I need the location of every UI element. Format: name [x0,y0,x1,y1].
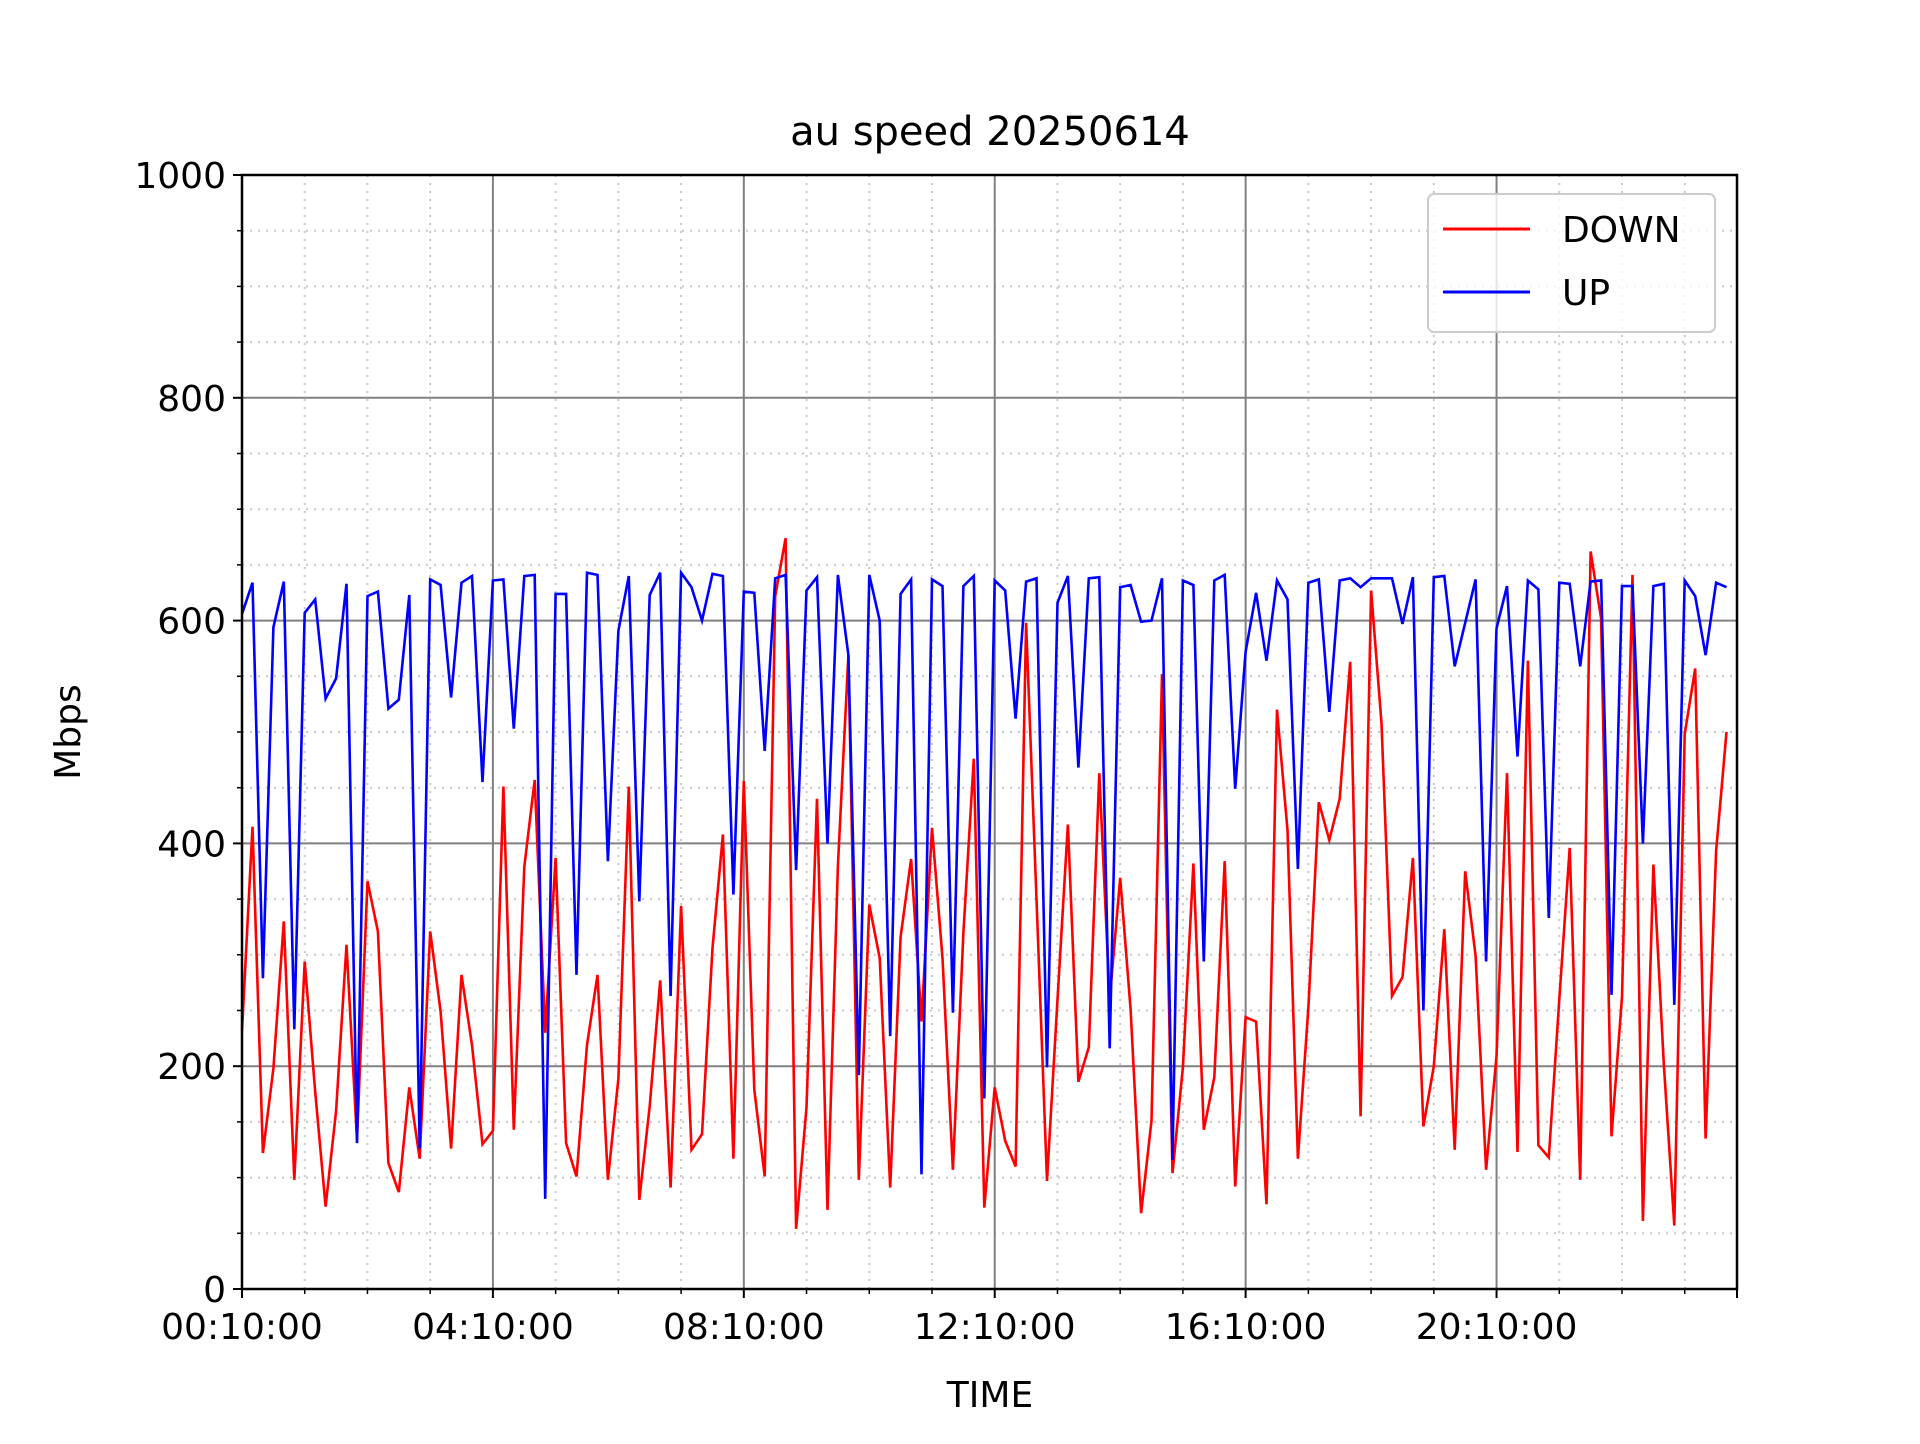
x-tick-label: 16:10:00 [1165,1307,1327,1348]
y-tick-label: 800 [157,379,226,420]
legend: DOWN UP [1427,193,1716,333]
x-tick-label: 00:10:00 [161,1307,323,1348]
legend-label-down: DOWN [1562,210,1681,251]
x-tick-label: 12:10:00 [914,1307,1076,1348]
x-tick-label: 08:10:00 [663,1307,825,1348]
y-axis-label: Mbps [48,684,89,780]
series-line-down [240,537,1728,1229]
chart-title: au speed 20250614 [790,109,1190,155]
y-tick-label: 600 [157,602,226,643]
y-tick-label: 0 [203,1270,226,1311]
minor-grid [242,175,1737,1289]
legend-label-up: UP [1562,273,1610,314]
x-axis-label: TIME [946,1375,1033,1416]
axis-ticks: 0 200 400 600 800 1000 00:10:00 04:10:00 08:10:0… [134,156,1738,1348]
y-tick-label: 400 [157,824,226,865]
series-lines [240,537,1728,1229]
series-line-up [240,568,1728,1199]
y-tick-label: 200 [157,1047,226,1088]
x-tick-label: 20:10:00 [1416,1307,1578,1348]
y-tick-label: 1000 [134,156,226,197]
x-tick-label: 04:10:00 [412,1307,574,1348]
